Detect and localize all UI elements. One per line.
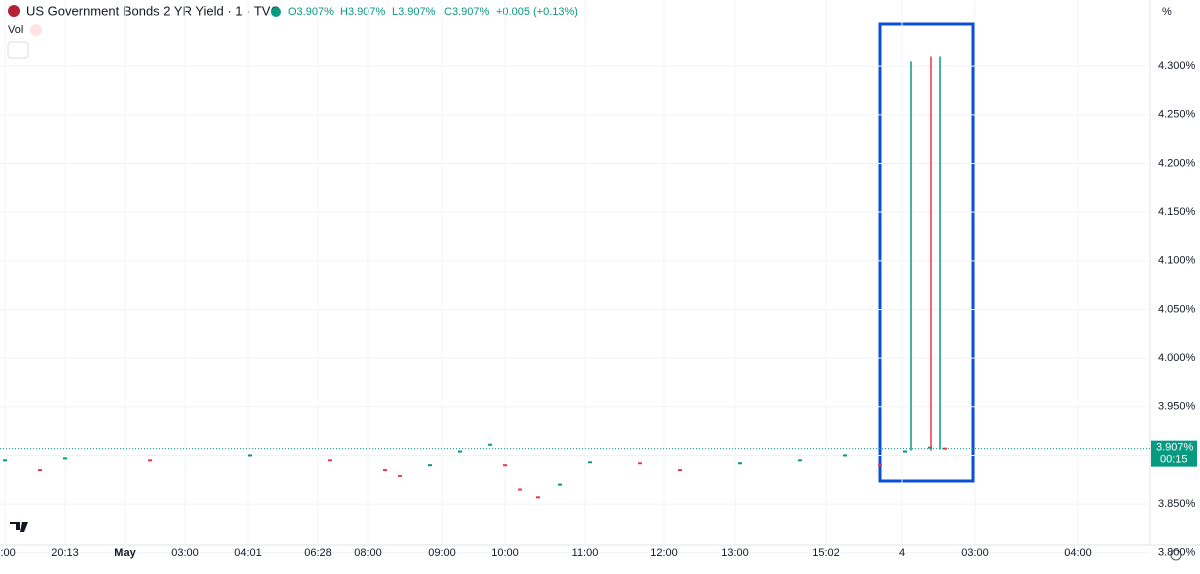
highlight-box	[878, 22, 975, 483]
x-tick-label: 04:00	[1064, 547, 1092, 559]
candle	[383, 469, 387, 472]
ohlc-close: C3.907%	[444, 6, 489, 18]
candle	[588, 461, 592, 464]
x-tick-label: 12:00	[650, 547, 678, 559]
status-dot	[271, 7, 281, 17]
candle	[38, 469, 42, 472]
x-tick-label: 6:00	[0, 547, 16, 559]
y-tick-label: 4.300%	[1158, 60, 1196, 72]
candle	[928, 446, 932, 449]
candle	[738, 462, 742, 465]
candle	[503, 464, 507, 467]
x-tick-label: May	[114, 547, 136, 559]
x-tick-label: 09:00	[428, 547, 456, 559]
y-tick-label: 4.100%	[1158, 255, 1196, 267]
ohlc-change: +0.005 (+0.13%)	[496, 6, 578, 18]
ohlc-high: H3.907%	[340, 6, 385, 18]
x-tick-label: 03:00	[961, 547, 989, 559]
candle	[63, 457, 67, 460]
x-tick-label: 4	[899, 547, 905, 559]
warning-icon[interactable]	[30, 24, 42, 36]
last-price-label: 3.907%	[1156, 442, 1194, 454]
plot: 3.800%3.850%3.900%3.950%4.000%4.050%4.10…	[0, 0, 1197, 559]
last-price-box	[1151, 440, 1197, 467]
candle	[398, 474, 402, 477]
x-tick-label: 04:01	[234, 547, 262, 559]
x-tick-label: 08:00	[354, 547, 382, 559]
y-tick-label: 4.050%	[1158, 303, 1196, 315]
y-tick-label: 4.200%	[1158, 157, 1196, 169]
candle	[878, 464, 882, 467]
candle	[428, 464, 432, 467]
candle	[488, 443, 492, 446]
x-tick-label: 20:13	[51, 547, 79, 559]
collapse-button[interactable]	[7, 41, 29, 59]
x-tick-label: 06:28	[304, 547, 332, 559]
candle	[678, 469, 682, 472]
symbol-title: US Government Bonds 2 YR Yield · 1 · TVC	[26, 3, 280, 18]
candle	[843, 454, 847, 457]
volume-label: Vol	[8, 24, 23, 36]
candle	[558, 483, 562, 486]
candle	[458, 450, 462, 453]
candle	[248, 454, 252, 457]
candle	[798, 459, 802, 462]
candle	[518, 488, 522, 491]
candle	[638, 462, 642, 465]
ohlc-open: O3.907%	[288, 6, 334, 18]
tv-logo	[10, 522, 28, 532]
y-tick-label: 4.250%	[1158, 109, 1196, 121]
candle	[3, 459, 7, 462]
candle	[328, 459, 332, 462]
x-tick-label: 10:00	[491, 547, 519, 559]
y-tick-label: 4.000%	[1158, 352, 1196, 364]
x-tick-label: 13:00	[721, 547, 749, 559]
x-tick-label: 03:00	[171, 547, 199, 559]
ohlc-low: L3.907%	[392, 6, 436, 18]
candle	[903, 450, 907, 453]
y-tick-label: 3.800%	[1158, 547, 1196, 559]
settings-icon[interactable]	[1170, 549, 1182, 561]
y-tick-label: 3.950%	[1158, 401, 1196, 413]
candle	[536, 496, 540, 499]
flag-icon	[8, 5, 20, 17]
x-tick-label: 11:00	[572, 547, 599, 559]
y-tick-label: 4.150%	[1158, 206, 1196, 218]
countdown-label: 00:15	[1160, 454, 1188, 466]
x-tick-label: 15:02	[812, 547, 840, 559]
unit-label: %	[1162, 6, 1172, 18]
candle	[148, 459, 152, 462]
y-tick-label: 3.850%	[1158, 498, 1196, 510]
